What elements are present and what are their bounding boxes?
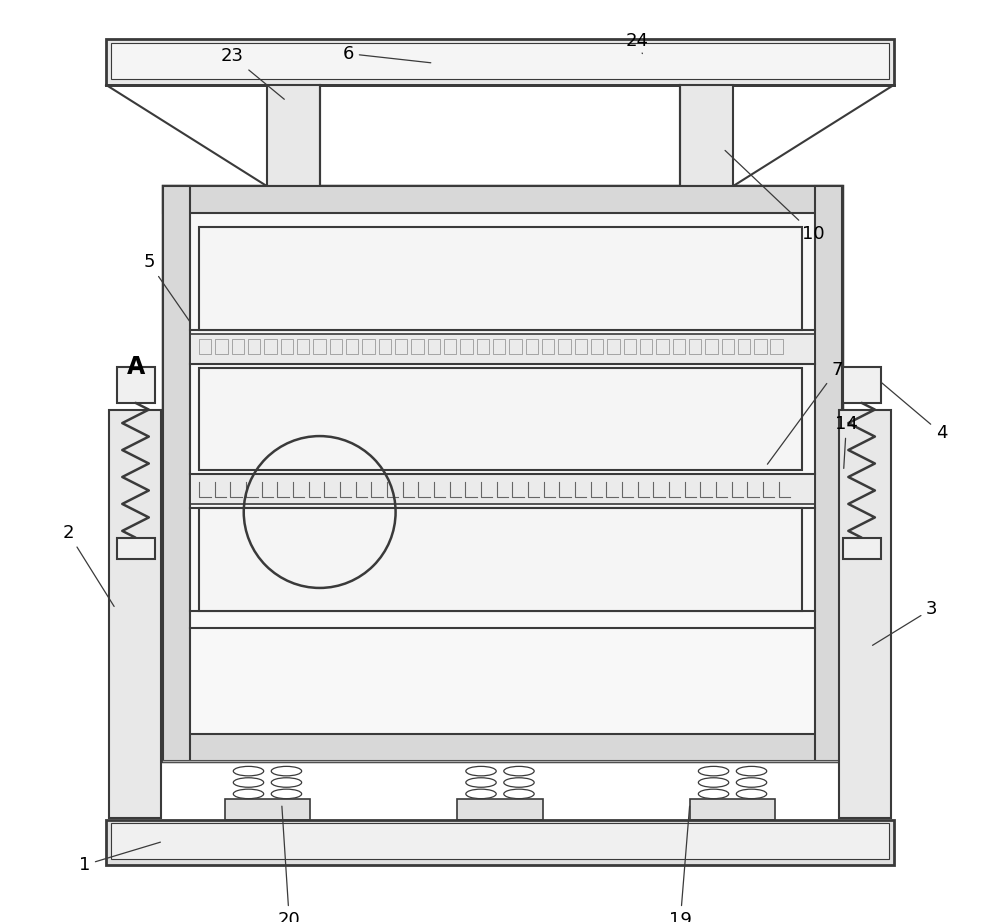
Text: 5: 5 — [143, 254, 190, 322]
Ellipse shape — [233, 789, 264, 798]
Bar — [225, 798, 310, 820]
Bar — [411, 339, 424, 354]
Bar — [248, 339, 260, 354]
Ellipse shape — [698, 778, 729, 787]
Bar — [493, 339, 505, 354]
Ellipse shape — [736, 789, 767, 798]
Text: 10: 10 — [725, 150, 825, 242]
Bar — [117, 538, 155, 559]
Text: 24: 24 — [626, 32, 649, 53]
Text: 19: 19 — [669, 806, 692, 922]
Bar — [395, 339, 407, 354]
Ellipse shape — [271, 778, 302, 787]
Bar — [163, 186, 190, 761]
Bar — [591, 339, 603, 354]
Text: 7: 7 — [767, 361, 843, 464]
Bar — [106, 820, 894, 865]
Text: A: A — [126, 355, 145, 379]
Bar — [346, 339, 358, 354]
Bar — [680, 85, 733, 186]
Bar — [509, 339, 522, 354]
Ellipse shape — [271, 789, 302, 798]
Text: 23: 23 — [221, 47, 284, 100]
Bar — [313, 339, 326, 354]
Bar — [199, 368, 802, 470]
Text: 3: 3 — [873, 600, 938, 645]
Bar — [106, 40, 894, 85]
Ellipse shape — [504, 778, 534, 787]
Text: 20: 20 — [278, 806, 301, 922]
Text: 14: 14 — [835, 415, 858, 468]
Text: 2: 2 — [62, 524, 114, 607]
Bar — [815, 186, 842, 761]
Bar — [163, 186, 842, 213]
Bar — [163, 186, 842, 761]
Bar — [444, 339, 456, 354]
Bar — [460, 339, 473, 354]
Bar — [330, 339, 342, 354]
Text: 1: 1 — [79, 842, 160, 874]
Bar — [640, 339, 652, 354]
Ellipse shape — [736, 778, 767, 787]
Bar — [477, 339, 489, 354]
Bar — [215, 339, 228, 354]
Bar — [754, 339, 767, 354]
Bar — [199, 508, 802, 610]
Bar — [526, 339, 538, 354]
Bar — [117, 367, 155, 403]
Bar — [738, 339, 750, 354]
Ellipse shape — [466, 789, 496, 798]
Bar — [689, 339, 701, 354]
Bar — [575, 339, 587, 354]
Bar — [190, 213, 815, 734]
Bar — [843, 538, 881, 559]
Bar — [109, 409, 161, 818]
Bar — [281, 339, 293, 354]
Ellipse shape — [698, 766, 729, 776]
Ellipse shape — [466, 778, 496, 787]
Bar — [111, 43, 889, 79]
Bar — [558, 339, 571, 354]
Bar — [607, 339, 620, 354]
Bar — [232, 339, 244, 354]
Ellipse shape — [233, 766, 264, 776]
Bar — [843, 367, 881, 403]
Bar — [379, 339, 391, 354]
Bar — [690, 798, 775, 820]
Bar — [673, 339, 685, 354]
Bar — [457, 798, 543, 820]
Bar — [428, 339, 440, 354]
Text: 6: 6 — [342, 44, 431, 63]
Ellipse shape — [504, 766, 534, 776]
Bar — [362, 339, 375, 354]
Ellipse shape — [466, 766, 496, 776]
Bar — [199, 228, 802, 330]
Bar — [199, 339, 211, 354]
Bar — [190, 474, 815, 504]
Bar — [163, 734, 842, 761]
Bar — [542, 339, 554, 354]
Ellipse shape — [233, 778, 264, 787]
Ellipse shape — [504, 789, 534, 798]
Bar — [722, 339, 734, 354]
Ellipse shape — [698, 789, 729, 798]
Bar — [770, 339, 783, 354]
Bar — [297, 339, 309, 354]
Bar — [190, 334, 815, 364]
Bar — [839, 409, 891, 818]
Bar — [111, 823, 889, 859]
Text: 4: 4 — [882, 383, 947, 443]
Bar — [267, 85, 320, 186]
Bar — [190, 213, 815, 734]
Ellipse shape — [736, 766, 767, 776]
Bar — [656, 339, 669, 354]
Ellipse shape — [271, 766, 302, 776]
Bar — [705, 339, 718, 354]
Bar — [624, 339, 636, 354]
Bar — [264, 339, 277, 354]
